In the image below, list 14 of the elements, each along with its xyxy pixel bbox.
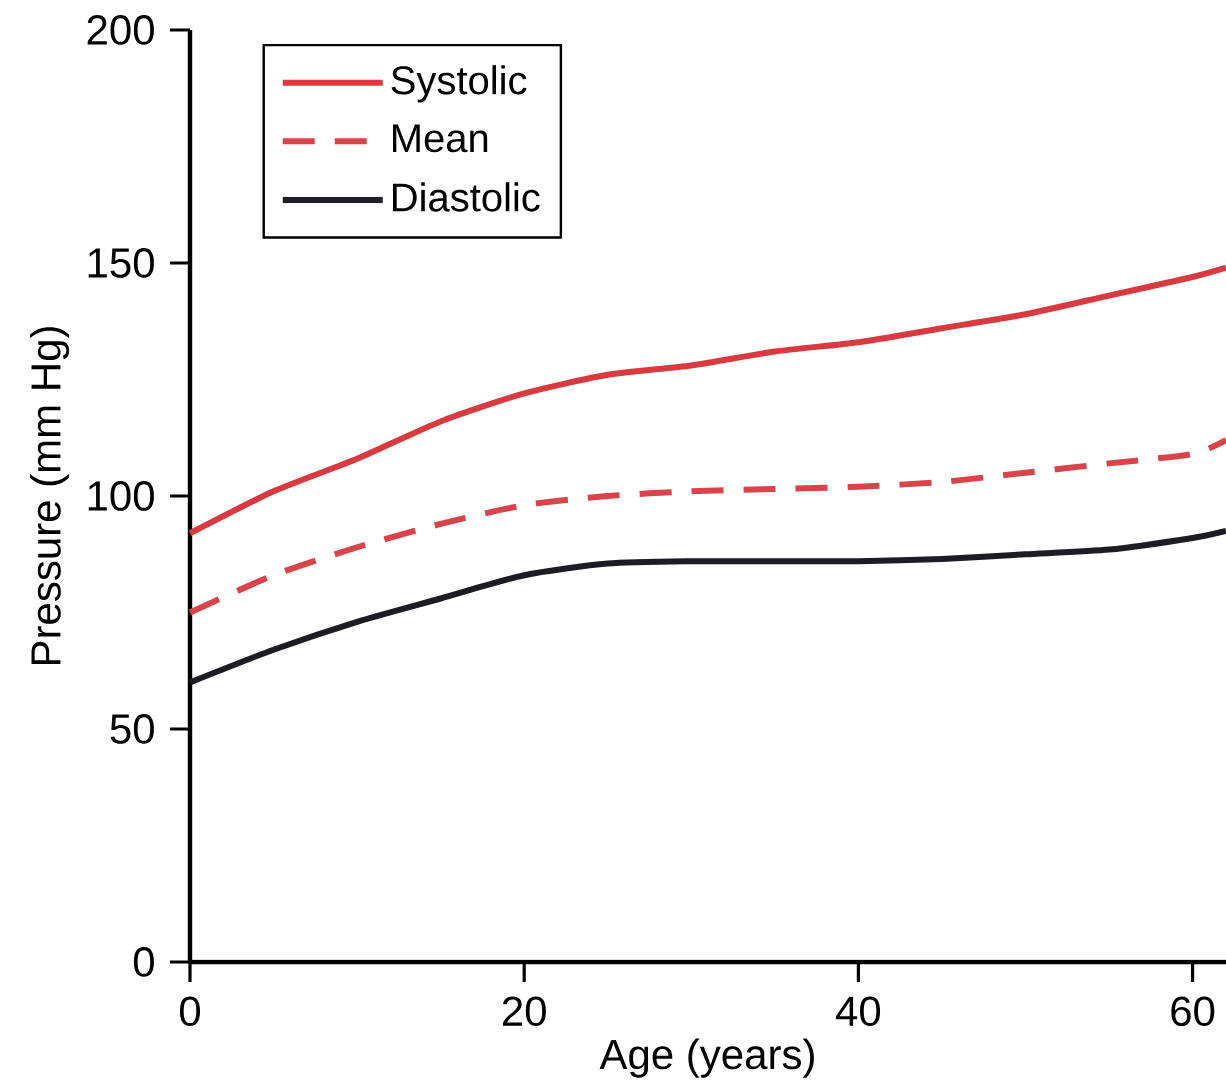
y-axis-title: Pressure (mm Hg) bbox=[29, 327, 70, 665]
y-tick-label: 0 bbox=[133, 947, 154, 977]
x-tick-label: 0 bbox=[179, 996, 201, 1027]
y-tick-label: 150 bbox=[88, 248, 154, 278]
y-tick-label: 50 bbox=[110, 714, 154, 744]
legend-label: Mean bbox=[393, 124, 488, 153]
x-tick-label: 40 bbox=[836, 996, 881, 1027]
x-tick-label: 20 bbox=[502, 996, 546, 1027]
y-tick-label: 200 bbox=[87, 15, 154, 45]
legend-label: Systolic bbox=[391, 65, 527, 103]
x-axis-title: Age (years) bbox=[599, 1038, 814, 1078]
x-tick-label: 60 bbox=[1171, 996, 1215, 1027]
legend-label: Diastolic bbox=[393, 182, 540, 212]
y-tick-label: 100 bbox=[88, 481, 154, 511]
